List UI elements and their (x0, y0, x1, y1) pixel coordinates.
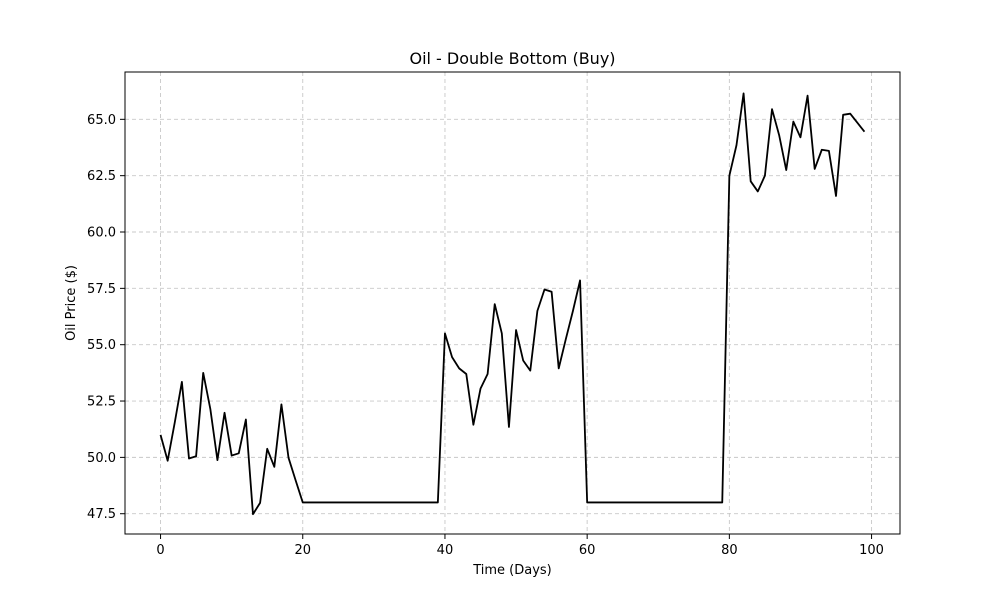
x-tick-label: 60 (579, 543, 596, 558)
y-tick-label: 57.5 (87, 282, 116, 297)
axis-ticks: 0 20 40 60 80 100 47.5 50.0 52.5 55.0 57.5 60.0 62.5… (87, 113, 884, 558)
y-tick-label: 55.0 (87, 338, 116, 353)
y-tick-label: 60.0 (87, 226, 116, 241)
x-tick-label: 0 (156, 543, 164, 558)
y-axis-title: Oil Price ($) (64, 265, 79, 341)
y-tick-label: 65.0 (87, 113, 116, 128)
y-tick-label: 47.5 (87, 507, 116, 522)
chart-title: Oil - Double Bottom (Buy) (409, 49, 615, 68)
x-tick-label: 80 (721, 543, 738, 558)
y-tick-label: 62.5 (87, 169, 116, 184)
x-tick-label: 40 (437, 543, 454, 558)
y-tick-label: 52.5 (87, 395, 116, 410)
price-series-line (159, 92, 866, 516)
y-tick-label: 50.0 (87, 451, 116, 466)
x-tick-label: 20 (294, 543, 311, 558)
grid (125, 72, 900, 534)
x-tick-label: 100 (859, 543, 884, 558)
plot-frame (124, 71, 901, 535)
x-axis-title: Time (Days) (472, 563, 552, 578)
series-layer (159, 92, 866, 516)
